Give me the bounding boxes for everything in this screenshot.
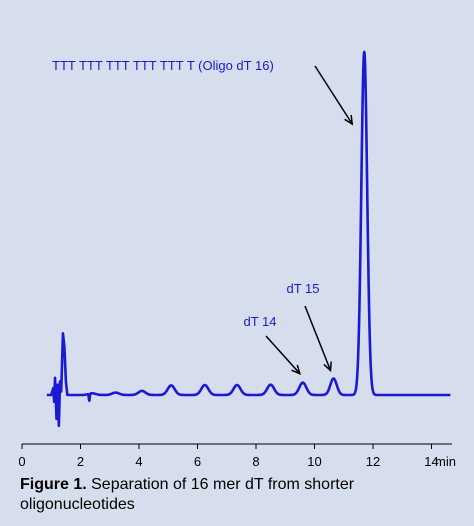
figure-caption: Figure 1. Separation of 16 mer dT from s…	[20, 475, 460, 515]
x-axis-ticks: 0 2 4 6 8 10 12 14	[18, 444, 439, 469]
chromatogram-chart: 0 2 4 6 8 10 12 14 min TTT TTT TTT TTT TTT T (O…	[18, 50, 456, 469]
annotation-oligo-dt16: TTT TTT TTT TTT TTT T (Oligo dT 16)	[52, 58, 274, 73]
x-tick-label: 10	[307, 454, 321, 469]
arrow-dt15	[304, 305, 332, 371]
peak-annotations: TTT TTT TTT TTT TTT T (Oligo dT 16) dT 1…	[52, 58, 354, 376]
x-tick-label: 0	[18, 454, 25, 469]
x-tick-label: 6	[194, 454, 201, 469]
x-tick-label: 14	[424, 454, 438, 469]
arrow-dt14	[265, 335, 301, 375]
caption-text: Separation of 16 mer dT from shorter oli…	[20, 476, 355, 513]
arrowhead-dt15	[323, 361, 332, 373]
annotation-dt14: dT 14	[243, 314, 276, 329]
x-tick-label: 12	[366, 454, 380, 469]
annotation-dt15: dT 15	[286, 281, 319, 296]
chromatogram-trace	[45, 50, 452, 428]
arrow-oligo-dt16	[314, 65, 353, 125]
x-tick-label: 8	[252, 454, 259, 469]
x-tick-label: 2	[77, 454, 84, 469]
caption-lead: Figure 1.	[20, 476, 87, 493]
x-tick-label: 4	[135, 454, 142, 469]
arrowhead-dt14	[291, 364, 301, 376]
x-axis-unit-label: min	[435, 454, 456, 469]
arrowhead-oligo-dt16	[344, 115, 354, 126]
